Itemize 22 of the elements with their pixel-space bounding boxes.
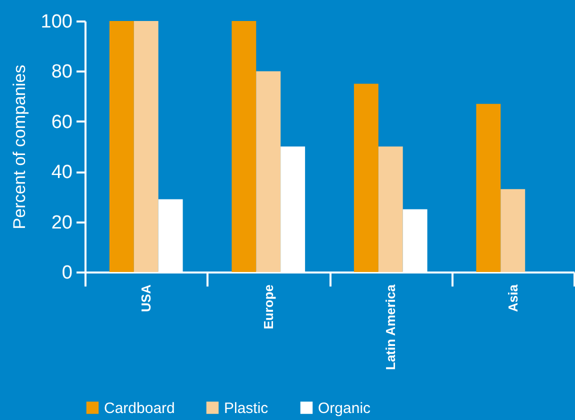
- bar: [500, 189, 526, 272]
- bar: [134, 21, 158, 272]
- x-tick-label: Europe: [260, 284, 276, 330]
- legend-label: Cardboard: [104, 400, 175, 417]
- bar: [476, 104, 501, 272]
- legend-label: Organic: [318, 400, 372, 417]
- y-tick-label: 80: [51, 62, 72, 83]
- bar: [109, 21, 134, 272]
- x-tick-label: Asia: [505, 284, 520, 312]
- y-tick-label: 100: [40, 12, 72, 32]
- bar: [378, 146, 403, 272]
- y-tick-label: 0: [62, 262, 72, 284]
- y-axis-title: Percent of companies: [10, 64, 29, 230]
- bar: [232, 21, 256, 272]
- y-tick-label: 60: [51, 112, 72, 133]
- y-tick-label: 40: [51, 162, 72, 184]
- bar: [256, 71, 281, 272]
- bar: [354, 84, 378, 272]
- legend-label: Plastic: [224, 400, 269, 417]
- x-tick-label: Latin America: [383, 284, 398, 370]
- y-tick-label: 20: [51, 212, 72, 234]
- x-tick-label: USA: [138, 284, 154, 312]
